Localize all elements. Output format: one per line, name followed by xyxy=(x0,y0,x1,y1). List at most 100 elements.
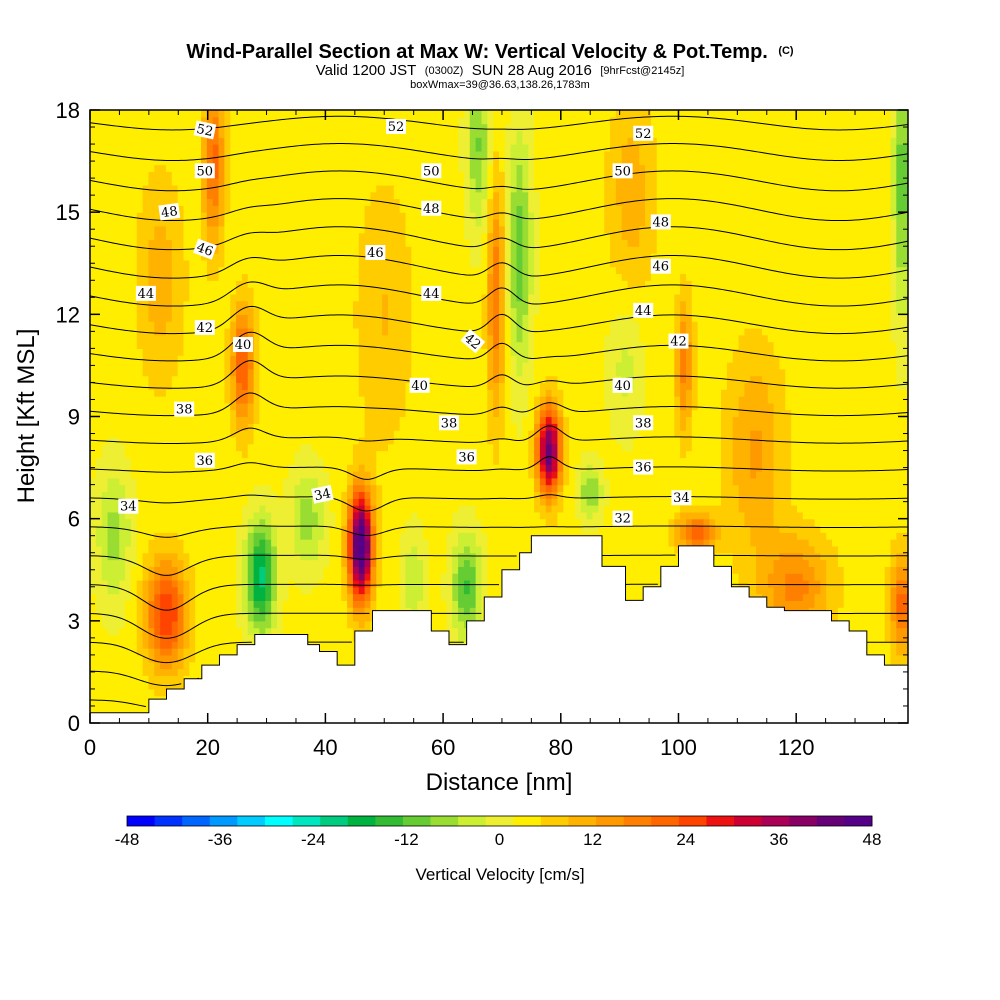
w-field-cell xyxy=(282,634,354,642)
w-field-cell xyxy=(680,389,687,397)
w-field-cell xyxy=(411,314,483,322)
w-field-cell xyxy=(580,518,605,527)
w-field-cell xyxy=(773,402,786,411)
w-field-cell xyxy=(697,334,740,343)
w-field-cell xyxy=(481,259,488,268)
w-field-cell xyxy=(206,144,214,152)
w-field-cell xyxy=(499,450,529,458)
w-field-cell xyxy=(358,539,366,547)
w-field-cell xyxy=(528,382,541,390)
w-field-cell xyxy=(376,552,383,561)
w-field-cell xyxy=(364,532,372,540)
w-field-cell xyxy=(323,532,331,540)
w-field-cell xyxy=(136,614,144,622)
w-field-cell xyxy=(487,334,494,343)
w-field-cell xyxy=(358,620,366,629)
w-field-cell xyxy=(481,545,488,554)
w-field-cell xyxy=(206,157,214,166)
isentrope-label-bg xyxy=(612,377,633,393)
w-field-cell xyxy=(504,171,512,179)
w-field-cell xyxy=(142,552,155,561)
w-field-cell xyxy=(896,198,908,206)
w-field-cell xyxy=(276,607,284,615)
w-field-cell xyxy=(493,457,500,465)
w-field-cell xyxy=(510,402,529,411)
w-field-cell xyxy=(130,539,138,547)
w-field-cell xyxy=(224,191,231,200)
w-field-cell xyxy=(329,559,342,567)
w-field-cell xyxy=(522,259,529,268)
w-field-cell xyxy=(423,579,430,588)
w-field-cell xyxy=(265,607,272,615)
w-field-cell xyxy=(481,321,488,329)
w-field-cell xyxy=(493,198,500,206)
w-field-cell xyxy=(528,246,535,254)
w-field-cell xyxy=(171,579,179,588)
w-field-cell xyxy=(516,321,523,329)
w-field-cell xyxy=(691,348,699,356)
w-field-cell xyxy=(387,293,412,302)
w-field-cell xyxy=(721,443,734,452)
w-field-cell xyxy=(750,525,781,533)
w-field-cell xyxy=(142,641,150,649)
w-field-cell xyxy=(545,389,553,397)
w-field-cell xyxy=(668,532,675,540)
w-field-cell xyxy=(206,239,220,247)
isentrope-label-bg xyxy=(421,200,442,216)
isentrope-label-bg xyxy=(612,510,633,526)
w-field-cell xyxy=(522,253,529,261)
w-field-cell xyxy=(516,293,523,302)
w-field-cell xyxy=(230,110,465,118)
w-field-cell xyxy=(423,593,430,601)
w-field-cell xyxy=(241,586,249,595)
w-field-cell xyxy=(499,191,506,200)
w-field-cell xyxy=(183,314,231,322)
w-field-cell xyxy=(522,137,535,145)
w-field-cell xyxy=(218,273,243,281)
w-field-cell xyxy=(376,184,395,193)
w-field-cell xyxy=(323,511,336,520)
w-field-cell xyxy=(528,144,535,152)
w-field-cell xyxy=(90,614,103,622)
w-field-cell xyxy=(487,144,494,152)
w-field-cell xyxy=(685,396,693,404)
w-field-cell xyxy=(493,293,500,302)
w-field-cell xyxy=(90,150,202,159)
w-field-cell xyxy=(247,525,255,533)
w-field-cell xyxy=(347,566,354,574)
w-field-cell xyxy=(206,273,220,281)
w-field-cell xyxy=(528,253,535,261)
w-field-cell xyxy=(890,205,897,213)
w-field-cell xyxy=(247,518,261,527)
w-field-cell xyxy=(534,144,611,152)
w-field-cell xyxy=(539,300,675,309)
w-field-cell xyxy=(370,477,377,486)
w-field-cell xyxy=(206,225,220,234)
w-field-cell xyxy=(288,593,342,601)
w-field-cell xyxy=(393,191,465,200)
w-field-cell xyxy=(382,539,401,547)
w-field-cell xyxy=(767,382,786,390)
w-field-cell xyxy=(206,266,220,275)
isentrope-label-bg xyxy=(118,498,139,514)
w-field-cell xyxy=(545,416,553,424)
w-field-cell xyxy=(224,327,231,336)
w-field-cell xyxy=(171,559,185,567)
w-field-cell xyxy=(458,552,477,561)
w-field-cell xyxy=(499,280,506,288)
w-field-cell xyxy=(347,559,354,567)
isentrope-label-bg xyxy=(421,163,442,179)
w-field-cell xyxy=(148,566,155,574)
w-field-cell xyxy=(499,225,506,234)
w-field-cell xyxy=(610,409,646,418)
w-field-cell xyxy=(352,443,389,452)
w-field-cell xyxy=(534,491,541,499)
w-field-cell xyxy=(586,511,594,520)
w-field-cell xyxy=(785,573,804,581)
w-field-cell xyxy=(569,430,611,438)
w-field-cell xyxy=(218,137,225,145)
w-field-cell xyxy=(487,225,494,234)
w-field-cell xyxy=(154,661,161,670)
w-field-cell xyxy=(656,225,892,234)
w-field-cell xyxy=(90,654,144,663)
